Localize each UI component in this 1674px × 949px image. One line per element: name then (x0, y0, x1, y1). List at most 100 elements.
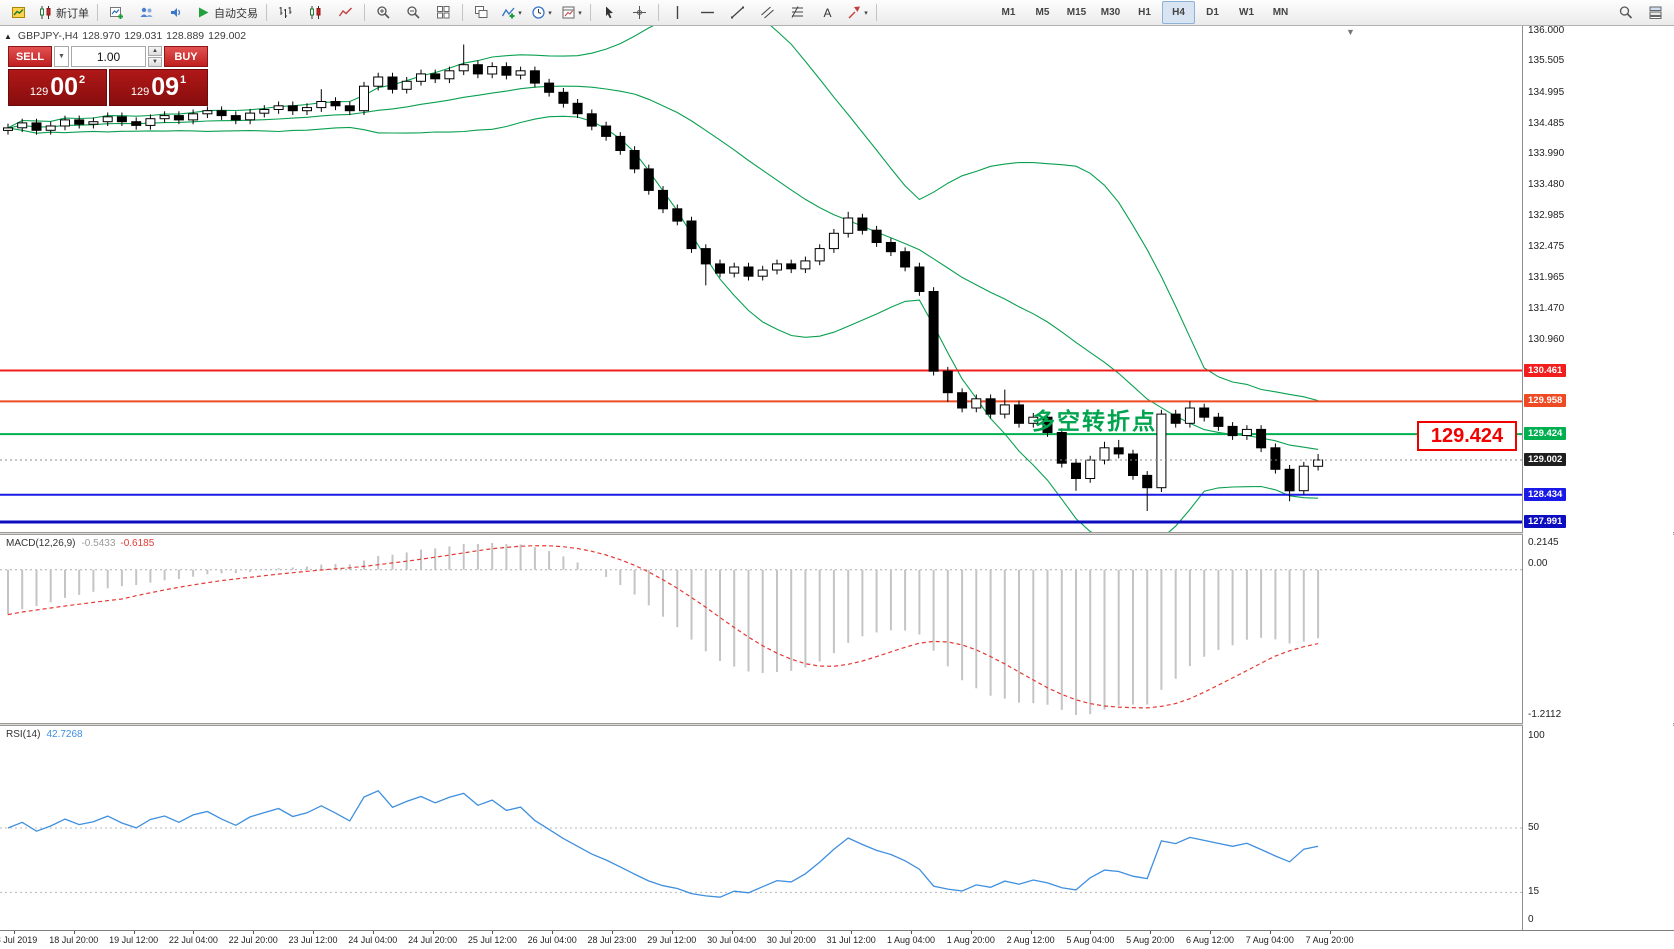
macd-main-value: -0.5433 (81, 538, 116, 549)
timeframe-m30[interactable]: M30 (1100, 7, 1121, 18)
auto-trading-button[interactable]: 自动交易 (192, 1, 262, 24)
buy-button[interactable]: BUY (164, 46, 208, 67)
rsi-label: RSI(14) 42.7268 (6, 729, 83, 740)
ohlc-low: 128.889 (166, 30, 205, 42)
horizontal-line-icon[interactable] (693, 1, 722, 24)
time-axis-tick (1030, 931, 1032, 934)
macd-signal-value: -0.6185 (120, 538, 155, 549)
rsi-level-lines (0, 827, 1522, 893)
price-line-tag: 129.424 (1524, 427, 1567, 441)
time-axis-label: 22 Jul 20:00 (228, 935, 278, 945)
line-chart-icon[interactable] (331, 1, 360, 24)
timeframe-d1[interactable]: D1 (1206, 7, 1219, 18)
chart-shift-marker-icon[interactable]: ▼ (1346, 27, 1355, 37)
macd-histogram (7, 543, 1320, 715)
rsi-panel[interactable]: RSI(14) 42.7268 (0, 726, 1674, 930)
new-order-button[interactable]: 新订单 (34, 1, 93, 24)
trendline-icon[interactable] (723, 1, 752, 24)
toolbar-separator (590, 4, 591, 21)
search-icon[interactable] (1611, 1, 1640, 24)
sell-price-button[interactable]: 129 00 2 (8, 69, 107, 106)
macd-name: MACD(12,26,9) (6, 538, 76, 549)
periods-icon[interactable]: ▾ (527, 1, 556, 24)
tile-windows-icon[interactable] (429, 1, 458, 24)
price-axis-label: 131.470 (1528, 302, 1565, 314)
time-axis-label: 26 Jul 04:00 (527, 935, 577, 945)
svg-text:A: A (823, 6, 831, 20)
vertical-line-icon[interactable] (663, 1, 692, 24)
toolbar-separator (266, 4, 267, 21)
price-callout-label[interactable]: 129.424 (1417, 421, 1517, 451)
time-axis[interactable]: 18 Jul 2019 18 Jul 20:00 19 Jul 12:00 22 Ju… (0, 930, 1674, 949)
candlestick-chart-icon[interactable] (301, 1, 330, 24)
timeframe-m1[interactable]: M1 (1001, 7, 1016, 18)
text-icon[interactable]: A (813, 1, 842, 24)
arrange-windows-icon[interactable] (467, 1, 496, 24)
time-axis-label: 30 Jul 20:00 (766, 935, 816, 945)
time-axis-tick (492, 931, 494, 934)
profiles-icon[interactable] (132, 1, 161, 24)
bar-chart-icon[interactable] (271, 1, 300, 24)
timeframe-h4[interactable]: H4 (1162, 1, 1195, 24)
time-axis-tick (193, 931, 195, 934)
volume-down-icon[interactable]: ▼ (148, 57, 162, 67)
arrows-icon[interactable]: ▾ (843, 1, 872, 24)
toolbar-separator (364, 4, 365, 21)
templates-icon[interactable]: ▾ (557, 1, 586, 24)
time-axis-label: 22 Jul 04:00 (168, 935, 218, 945)
volume-up-icon[interactable]: ▲ (148, 46, 162, 56)
one-click-collapse-icon[interactable]: ▲ (4, 32, 12, 41)
price-line-tag: 129.958 (1524, 394, 1567, 408)
chart-annotation-text[interactable]: 多空转折点 (1032, 408, 1157, 434)
zoom-in-icon[interactable] (369, 1, 398, 24)
ohlc-high: 129.031 (124, 30, 163, 42)
toolbar-separator (97, 4, 98, 21)
toolbar-separator (876, 4, 877, 21)
new-chart-icon[interactable] (102, 1, 131, 24)
axis-separator (1522, 26, 1523, 930)
fibonacci-icon[interactable] (783, 1, 812, 24)
macd-panel[interactable]: MACD(12,26,9) -0.5433 -0.6185 (0, 535, 1674, 723)
price-axis[interactable]: 136.000 135.505 134.995 134.485 133.990 133.4… (1523, 25, 1673, 930)
timeframe-m5[interactable]: M5 (1035, 7, 1050, 18)
time-axis-label: 30 Jul 04:00 (707, 935, 757, 945)
sound-icon[interactable] (162, 1, 191, 24)
volume-stepper[interactable]: ▲ ▼ (148, 46, 162, 67)
time-axis-label: 29 Jul 12:00 (647, 935, 697, 945)
time-axis-label: 28 Jul 23:00 (587, 935, 637, 945)
volume-dropdown-icon[interactable]: ▼ (54, 46, 69, 67)
rsi-axis-level: 50 (1528, 822, 1540, 833)
candlestick-chart[interactable] (0, 26, 1522, 532)
sell-button[interactable]: SELL (8, 46, 52, 67)
equidistant-channel-icon[interactable] (753, 1, 782, 24)
time-axis-tick (970, 931, 972, 934)
timeframe-m15[interactable]: M15 (1066, 7, 1087, 18)
time-axis-tick (791, 931, 793, 934)
price-axis-label: 136.000 (1528, 25, 1565, 36)
price-chart-panel[interactable]: ▲ GBPJPY-,H4 128.970 129.031 128.889 129.002 … (0, 26, 1674, 532)
time-axis-tick (911, 931, 912, 934)
timeframe-h1[interactable]: H1 (1138, 7, 1151, 18)
buy-price-prefix: 129 (130, 85, 150, 98)
time-axis-tick (14, 931, 15, 934)
time-axis-label: 18 Jul 20:00 (49, 935, 99, 945)
panel-divider[interactable] (0, 723, 1674, 726)
volume-input[interactable]: 1.00 (71, 46, 146, 67)
layers-icon[interactable] (1641, 1, 1670, 24)
time-axis-tick (133, 931, 135, 934)
buy-price-big: 09 (151, 73, 180, 101)
price-axis-label: 134.995 (1528, 86, 1565, 98)
time-axis-label: 2 Aug 12:00 (1006, 935, 1055, 945)
indicators-icon[interactable]: ▾ (497, 1, 526, 24)
cursor-icon[interactable] (595, 1, 624, 24)
crosshair-icon[interactable] (625, 1, 654, 24)
time-axis-tick (1210, 931, 1211, 934)
timeframe-w1[interactable]: W1 (1239, 7, 1254, 18)
zoom-out-icon[interactable] (399, 1, 428, 24)
panel-divider[interactable] (0, 532, 1674, 535)
macd-label: MACD(12,26,9) -0.5433 -0.6185 (6, 538, 154, 549)
buy-price-button[interactable]: 129 09 1 (109, 69, 208, 106)
timeframe-mn[interactable]: MN (1272, 7, 1289, 18)
time-axis-label: 24 Jul 20:00 (408, 935, 458, 945)
